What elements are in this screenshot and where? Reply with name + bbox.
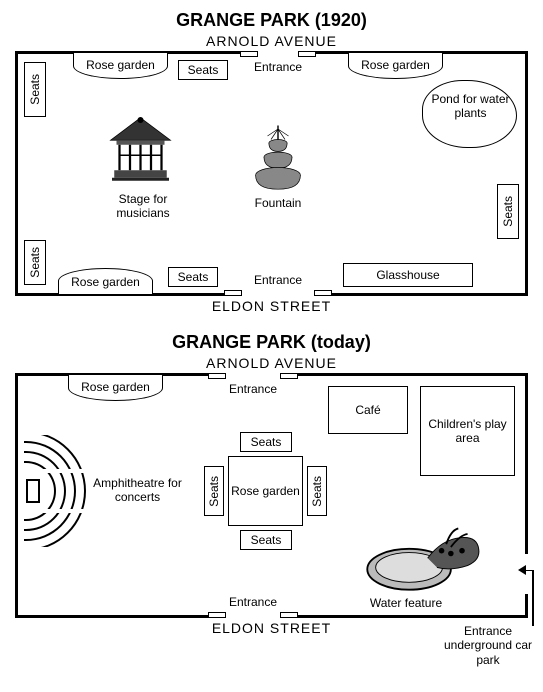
seats-right: Seats: [307, 466, 327, 516]
rose-garden-center: Rose garden: [228, 456, 303, 526]
fountain-label: Fountain: [248, 196, 308, 210]
entrance-bottom: [224, 290, 242, 296]
arnold-avenue-today: ARNOLD AVENUE: [15, 355, 528, 371]
seats-left: Seats: [204, 466, 224, 516]
amphitheatre-label: Amphitheatre for concerts: [90, 476, 185, 505]
rose-garden-today-tl-label: Rose garden: [73, 380, 158, 394]
seats-bottom: Seats: [240, 530, 292, 550]
glasshouse: Glasshouse: [343, 263, 473, 287]
eldon-street-1920: ELDON STREET: [15, 298, 528, 314]
seats-top-mid: Seats: [178, 60, 228, 80]
rose-garden-bl-label: Rose garden: [63, 275, 148, 289]
map-1920: Entrance Entrance Seats Seats Seats Seat…: [15, 51, 528, 296]
arnold-avenue-1920: ARNOLD AVENUE: [15, 33, 528, 49]
entrance-top-t: [280, 373, 298, 379]
map-today-title: GRANGE PARK (today): [15, 332, 528, 353]
seats-bottom-mid: Seats: [168, 267, 218, 287]
entrance-bot-t: [208, 612, 226, 618]
entrance-label-bottom: Entrance: [248, 273, 308, 287]
water-feature-label: Water feature: [356, 596, 456, 610]
rose-garden-tr-label: Rose garden: [353, 58, 438, 72]
entrance-bottom: [314, 290, 332, 296]
seats-top: Seats: [240, 432, 292, 452]
gazebo-icon: [103, 114, 178, 189]
seats-left-top: Seats: [24, 62, 46, 117]
map-today: Entrance Entrance Rose garden Café Child…: [15, 373, 528, 618]
entrance-label-top: Entrance: [248, 60, 308, 74]
entrance-top: [298, 51, 316, 57]
entrance-bot-t: [280, 612, 298, 618]
seats-left-bottom: Seats: [24, 240, 46, 285]
rose-garden-tl-label: Rose garden: [78, 58, 163, 72]
entrance-bot-label-t: Entrance: [223, 595, 283, 609]
arrow-head-icon: [518, 565, 526, 575]
cafe: Café: [328, 386, 408, 434]
car-park-label: Entrance underground car park: [438, 624, 538, 667]
water-feature-icon: [358, 511, 488, 596]
play-area: Children's play area: [420, 386, 515, 476]
entrance-top: [240, 51, 258, 57]
map-1920-title: GRANGE PARK (1920): [15, 10, 528, 31]
entrance-top-t: [208, 373, 226, 379]
stage-label: Stage for musicians: [98, 192, 188, 221]
entrance-top-label-t: Entrance: [223, 382, 283, 396]
pond-label: Pond for water plants: [428, 92, 513, 121]
seats-right: Seats: [497, 184, 519, 239]
fountain-icon: [248, 122, 308, 192]
